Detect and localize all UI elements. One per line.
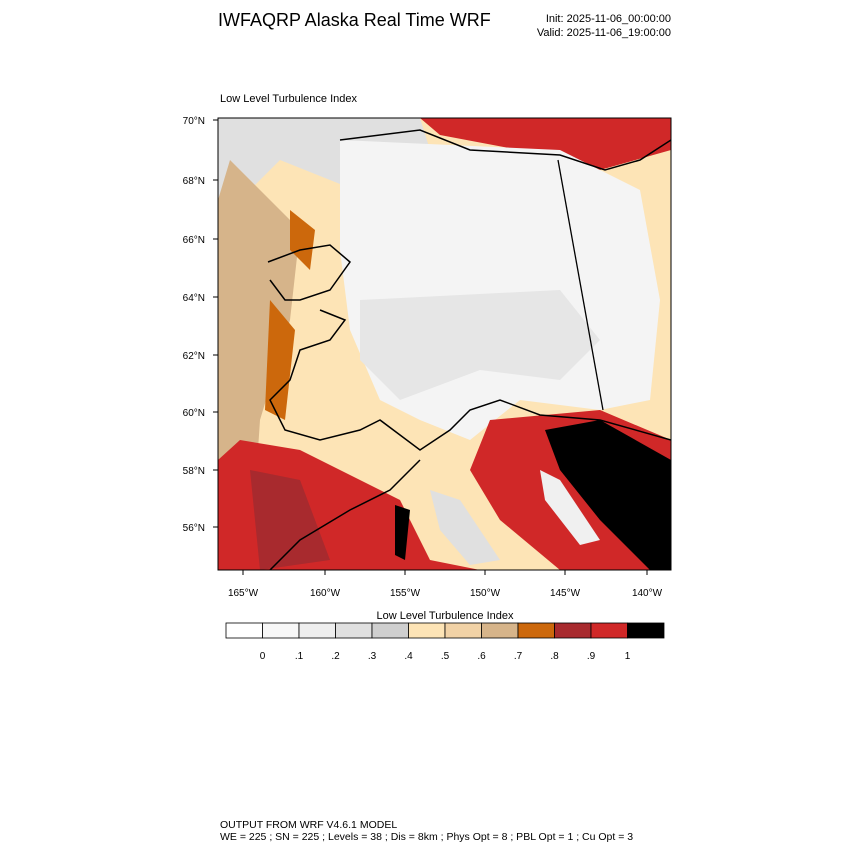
map-frame — [217, 117, 672, 571]
colorbar-label: .9 — [587, 651, 596, 662]
colorbar-box — [335, 622, 373, 639]
colorbar-box — [481, 622, 519, 639]
colorbar-label: .8 — [550, 651, 559, 662]
colorbar-box — [225, 622, 263, 639]
field-black — [545, 420, 671, 570]
colorbar-box — [371, 622, 409, 639]
lat-label: 58°N — [183, 466, 205, 477]
lon-label: 160°W — [310, 588, 341, 599]
lat-label: 56°N — [183, 523, 205, 534]
field-darkred — [250, 470, 330, 570]
colorbar-box — [444, 622, 482, 639]
lat-label: 68°N — [183, 176, 205, 187]
colorbar-label: .5 — [441, 651, 450, 662]
colorbar-box — [517, 622, 555, 639]
lat-label: 60°N — [183, 408, 205, 419]
init-time: Init: 2025-11-06_00:00:00 — [546, 13, 671, 25]
colorbar-label: 0 — [260, 651, 266, 662]
colorbar-label: .1 — [295, 651, 304, 662]
colorbar-box — [408, 622, 446, 639]
colorbar-label: 1 — [625, 651, 631, 662]
lat-label: 66°N — [183, 235, 205, 246]
field-land-grey — [360, 290, 600, 400]
colorbar-box — [554, 622, 592, 639]
coastline — [267, 129, 671, 570]
valid-time: Valid: 2025-11-06_19:00:00 — [537, 27, 671, 39]
map — [217, 117, 672, 571]
lon-label: 150°W — [470, 588, 501, 599]
lon-label: 145°W — [550, 588, 581, 599]
colorbar-label: .7 — [514, 651, 523, 662]
lat-label: 64°N — [183, 293, 205, 304]
colorbar-box — [627, 622, 665, 639]
border — [557, 159, 604, 411]
field-black — [395, 505, 410, 560]
lat-label: 62°N — [183, 351, 205, 362]
colorbar-label: .6 — [477, 651, 486, 662]
field-light-streak — [430, 490, 500, 565]
colorbar-label: .4 — [404, 651, 413, 662]
footer-line: WE = 225 ; SN = 225 ; Levels = 38 ; Dis … — [220, 831, 633, 843]
colorbar-box — [262, 622, 300, 639]
field-red-north — [420, 118, 671, 170]
colorbar: Low Level Turbulence Index 0 .1 .2 .3 .4 .5 .6… — [225, 610, 665, 662]
lon-label: 140°W — [632, 588, 663, 599]
colorbar-title: Low Level Turbulence Index — [377, 610, 514, 622]
title: IWFAQRP Alaska Real Time WRF — [218, 10, 491, 30]
field-orange — [290, 210, 315, 270]
colorbar-label: .2 — [331, 651, 340, 662]
colorbar-label: .3 — [368, 651, 377, 662]
lon-label: 165°W — [228, 588, 259, 599]
colorbar-box — [590, 622, 628, 639]
field-orange — [265, 300, 295, 420]
footer-line: OUTPUT FROM WRF V4.6.1 MODEL — [220, 819, 397, 831]
field-light-streak — [540, 470, 600, 545]
lat-label: 70°N — [183, 116, 205, 127]
field-land — [340, 140, 660, 440]
colorbar-box — [298, 622, 336, 639]
lon-label: 155°W — [390, 588, 421, 599]
panel-title: Low Level Turbulence Index — [220, 93, 357, 105]
